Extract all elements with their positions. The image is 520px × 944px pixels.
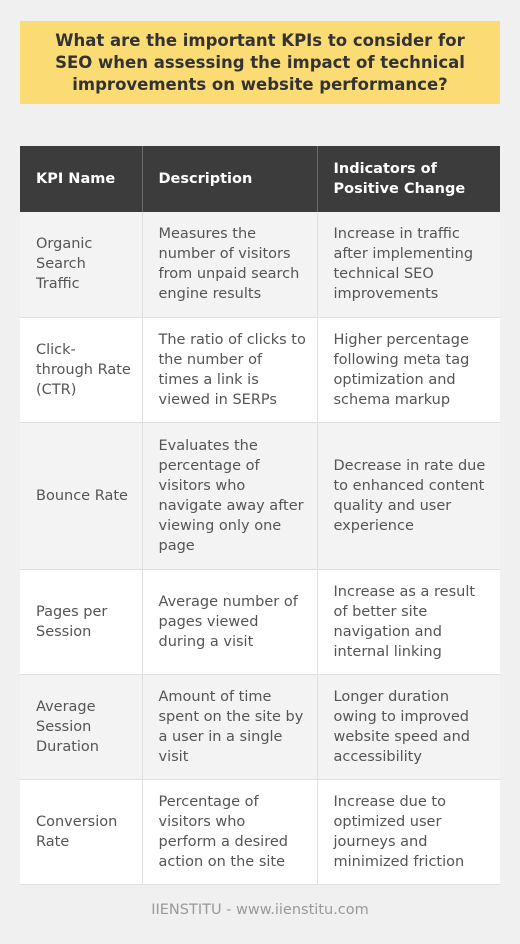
kpi-name-cell: Conversion Rate — [20, 779, 143, 885]
page-title: What are the important KPIs to consider … — [20, 21, 500, 104]
kpi-name-cell: Pages per Session — [20, 569, 143, 675]
indicator-cell: Increase in traffic after implementing t… — [317, 212, 500, 318]
column-header-kpi-name: KPI Name — [20, 146, 143, 212]
column-header-description: Description — [142, 146, 318, 212]
table-row: Click-through Rate (CTR) The ratio of cl… — [20, 317, 500, 423]
column-header-indicators: Indicators of Positive Change — [317, 146, 500, 212]
description-cell: Average number of pages viewed during a … — [142, 569, 318, 675]
description-cell: Percentage of visitors who perform a des… — [142, 779, 318, 885]
indicator-cell: Increase due to optimized user journeys … — [317, 779, 500, 885]
table-header-row: KPI Name Description Indicators of Posit… — [20, 146, 500, 212]
footer-credit: IIENSTITU - www.iienstitu.com — [151, 902, 369, 918]
description-cell: Measures the number of visitors from unp… — [142, 212, 318, 318]
table-row: Bounce Rate Evaluates the percentage of … — [20, 422, 500, 570]
description-cell: Amount of time spent on the site by a us… — [142, 674, 318, 780]
description-cell: Evaluates the percentage of visitors who… — [142, 422, 318, 570]
kpi-table: KPI Name Description Indicators of Posit… — [20, 146, 500, 885]
kpi-name-cell: Click-through Rate (CTR) — [20, 317, 143, 423]
kpi-name-cell: Bounce Rate — [20, 422, 143, 570]
indicator-cell: Increase as a result of better site navi… — [317, 569, 500, 675]
table-row: Conversion Rate Percentage of visitors w… — [20, 779, 500, 885]
table-row: Pages per Session Average number of page… — [20, 569, 500, 675]
kpi-name-cell: Average Session Duration — [20, 674, 143, 780]
description-cell: The ratio of clicks to the number of tim… — [142, 317, 318, 423]
indicator-cell: Decrease in rate due to enhanced content… — [317, 422, 500, 570]
indicator-cell: Longer duration owing to improved websit… — [317, 674, 500, 780]
table-row: Average Session Duration Amount of time … — [20, 674, 500, 780]
kpi-name-cell: Organic Search Traffic — [20, 212, 143, 318]
table-row: Organic Search Traffic Measures the numb… — [20, 212, 500, 318]
indicator-cell: Higher percentage following meta tag opt… — [317, 317, 500, 423]
